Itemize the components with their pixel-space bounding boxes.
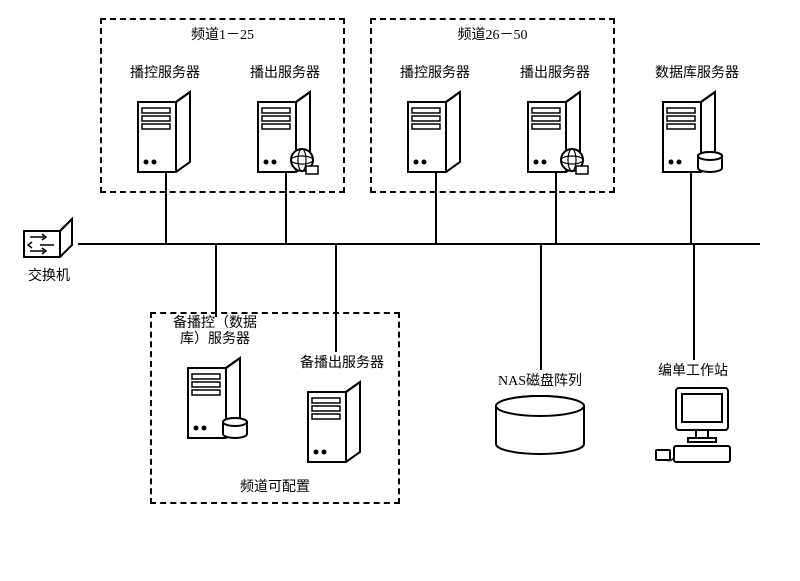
switch-node: 交换机 [20,215,78,285]
server-backup-ctrl: 备播控（数据库）服务器 [165,316,265,442]
server-backup-out: 备播出服务器 [300,352,384,466]
conn-s3 [435,170,437,243]
nas-disk-array: NAS磁盘阵列 [490,370,590,456]
server-label: 数据库服务器 [655,62,739,82]
group-label: 频道可配置 [152,476,398,496]
workstation-label: 编单工作站 [650,360,736,380]
server-label: 播控服务器 [130,62,200,82]
conn-s5 [690,170,692,243]
nas-label: NAS磁盘阵列 [490,370,590,390]
disk-icon [490,394,590,456]
conn-s1 [165,170,167,243]
server-globe-icon [520,86,590,176]
server-icon [130,86,200,176]
server-broadcast-ctrl-1: 播控服务器 [130,62,200,176]
server-label: 备播出服务器 [300,352,384,372]
server-globe-icon [250,86,320,176]
workstation-icon [650,384,736,466]
conn-s2 [285,170,287,243]
conn-sb1 [215,243,217,317]
server-label: 播控服务器 [400,62,470,82]
group-label: 频道1－25 [102,24,343,44]
server-broadcast-out-1: 播出服务器 [250,62,320,176]
server-label: 备播控（数据库）服务器 [165,316,265,348]
server-label: 播出服务器 [250,62,320,82]
switch-icon [20,215,78,261]
server-broadcast-out-2: 播出服务器 [520,62,590,176]
server-broadcast-ctrl-2: 播控服务器 [400,62,470,176]
server-icon [300,376,370,466]
network-bus-line [78,243,760,245]
server-db-icon [655,86,725,176]
group-label: 频道26－50 [372,24,613,44]
conn-nas [540,243,542,370]
server-icon [400,86,470,176]
server-database: 数据库服务器 [655,62,739,176]
conn-ws [693,243,695,360]
server-label: 播出服务器 [520,62,590,82]
conn-s4 [555,170,557,243]
workstation-node: 编单工作站 [650,360,736,466]
server-db-icon [180,352,250,442]
switch-label: 交换机 [20,265,78,285]
conn-sb2 [335,243,337,352]
